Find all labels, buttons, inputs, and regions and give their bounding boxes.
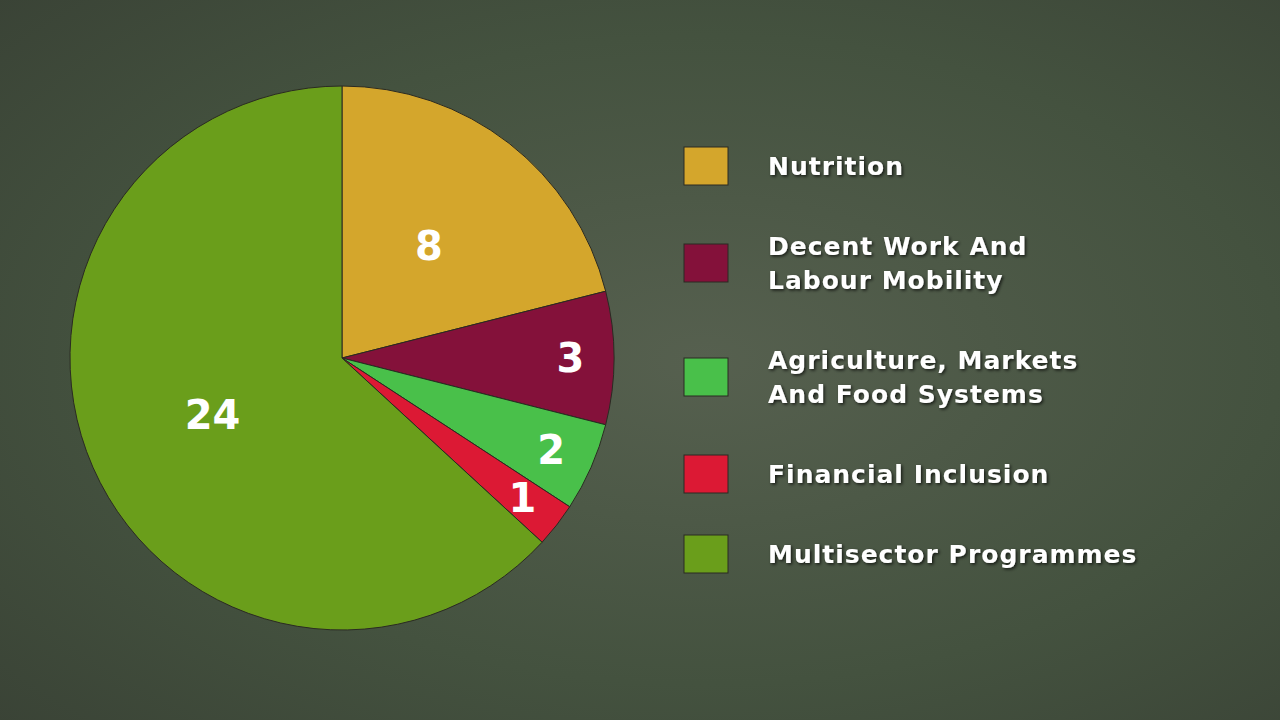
data-label: 8 xyxy=(415,223,443,269)
legend-label-line: Decent Work And xyxy=(768,232,1028,261)
legend-label-line: Labour Mobility xyxy=(768,266,1004,295)
legend-label-line: Nutrition xyxy=(768,152,904,181)
legend-label-line: Financial Inclusion xyxy=(768,460,1049,489)
legend-label-line: And Food Systems xyxy=(768,380,1044,409)
data-label: 2 xyxy=(537,427,565,473)
pie-slice xyxy=(70,86,542,630)
legend-label: Agriculture, Markets And Food Systems xyxy=(768,346,1078,409)
legend-swatch xyxy=(684,535,728,573)
legend-swatch xyxy=(684,455,728,493)
legend-label: Financial Inclusion xyxy=(768,460,1049,489)
legend: Nutrition Decent Work And Labour Mobility A… xyxy=(684,147,1137,573)
legend-swatch xyxy=(684,147,728,185)
data-label: 1 xyxy=(508,475,536,521)
data-label: 24 xyxy=(185,392,241,438)
legend-swatch xyxy=(684,244,728,282)
legend-swatch xyxy=(684,358,728,396)
pie: 8 3 21 24 xyxy=(70,86,614,630)
chart: 8 3 21 24 Nutrition Decent Work And Labour Mob… xyxy=(0,0,1280,720)
data-label: 3 xyxy=(557,335,585,381)
legend-label: Decent Work And Labour Mobility xyxy=(768,232,1028,295)
legend-label-line: Agriculture, Markets xyxy=(768,346,1078,375)
background xyxy=(0,0,1280,720)
legend-label-line: Multisector Programmes xyxy=(768,540,1137,569)
legend-label: Nutrition xyxy=(768,152,904,181)
legend-label: Multisector Programmes xyxy=(768,540,1137,569)
